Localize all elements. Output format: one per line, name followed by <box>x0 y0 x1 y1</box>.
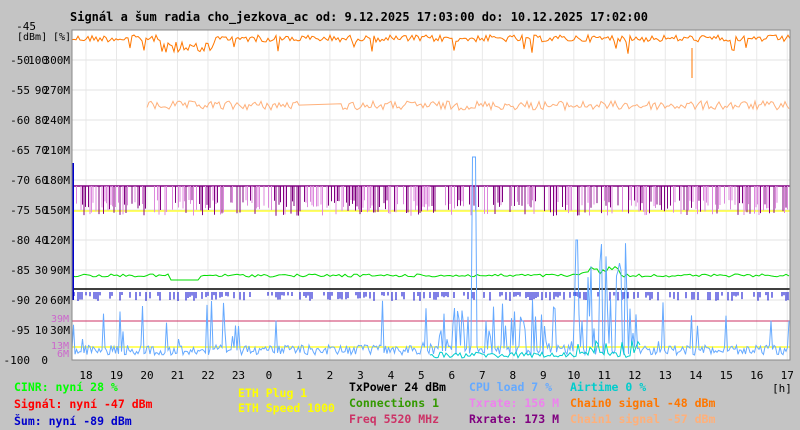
legend-sum: Šum: nyní -89 dBm <box>14 414 132 428</box>
x-axis-label: [h] <box>772 382 792 395</box>
x-tick-label: 8 <box>510 369 517 382</box>
rate-marker-label: 6M <box>57 349 69 360</box>
legend-cpu: CPU load 7 % <box>469 380 553 394</box>
x-tick-label: 10 <box>567 369 580 382</box>
y-percent-label: [%] <box>53 32 71 43</box>
legend-eth-speed: ETH Speed 1000 <box>238 401 335 415</box>
y-rate-tick: 90M <box>50 264 70 277</box>
legend-txpower: TxPower 24 dBm <box>349 380 446 394</box>
y-percent-tick: 20 <box>35 294 48 307</box>
y-rate-tick: 150M <box>44 204 71 217</box>
rate-marker-label: 13M <box>51 341 69 352</box>
y-dbm-tick: -100 <box>4 354 31 367</box>
legend-txrate: Txrate: 156 M <box>469 396 560 410</box>
x-tick-label: 22 <box>201 369 214 382</box>
legend-airtime: Airtime 0 % <box>570 380 647 394</box>
x-tick-label: 3 <box>357 369 364 382</box>
x-tick-label: 12 <box>628 369 641 382</box>
x-tick-label: 13 <box>659 369 672 382</box>
x-tick-label: 9 <box>540 369 547 382</box>
y-percent-tick: 30 <box>35 264 48 277</box>
y-dbm-tick: -55 <box>10 84 30 97</box>
x-tick-label: 4 <box>388 369 395 382</box>
y-percent-tick: 40 <box>35 234 48 247</box>
y-percent-tick: 0 <box>41 354 48 367</box>
y-dbm-tick: -45 <box>16 20 36 33</box>
y-dbm-tick: -65 <box>10 144 30 157</box>
y-percent-tick: 50 <box>35 204 48 217</box>
cpu-load-line <box>71 156 790 357</box>
y-dbm-tick: -80 <box>10 234 30 247</box>
x-tick-label: 5 <box>418 369 425 382</box>
plot-border <box>71 29 791 361</box>
y-rate-tick: 270M <box>44 84 71 97</box>
legend-cinr: CINR: nyní 28 % <box>14 380 118 394</box>
legend-chain0: Chain0 signal -48 dBm <box>570 396 716 410</box>
chain0-signal-line <box>71 33 791 54</box>
y-percent-tick: 80 <box>35 114 48 127</box>
y-dbm-tick: -75 <box>10 204 30 217</box>
y-rate-tick: 120M <box>44 234 71 247</box>
y-dbm-label: [dBm] <box>17 32 47 43</box>
y-rate-tick: 60M <box>50 294 70 307</box>
x-tick-label: 21 <box>171 369 184 382</box>
y-percent-tick: 60 <box>35 174 48 187</box>
x-tick-label: 20 <box>140 369 153 382</box>
y-percent-tick: 100 <box>28 54 48 67</box>
x-tick-label: 7 <box>479 369 486 382</box>
x-tick-label: 23 <box>232 369 245 382</box>
x-tick-label: 2 <box>327 369 334 382</box>
chain1-signal-line <box>146 99 790 112</box>
y-dbm-tick: -60 <box>10 114 30 127</box>
x-tick-label: 0 <box>266 369 273 382</box>
x-tick-label: 15 <box>720 369 733 382</box>
y-rate-tick: 210M <box>44 144 71 157</box>
x-tick-label: 14 <box>689 369 703 382</box>
x-tick-label: 11 <box>598 369 611 382</box>
x-tick-label: 17 <box>781 369 794 382</box>
legend-rxrate: Rxrate: 173 M <box>469 412 560 426</box>
y-rate-tick: 30M <box>50 324 70 337</box>
x-tick-label: 1 <box>296 369 303 382</box>
y-rate-tick: 300M <box>44 54 71 67</box>
rate-marker-label: 39M <box>51 314 69 325</box>
legend-chain1: Chain1 signal -57 dBm <box>570 412 716 426</box>
airtime-line <box>429 339 641 359</box>
y-dbm-tick: -50 <box>10 54 30 67</box>
x-tick-label: 18 <box>79 369 92 382</box>
y-dbm-tick: -85 <box>10 264 30 277</box>
legend-connections: Connections 1 <box>349 396 440 410</box>
legend-freq: Freq 5520 MHz <box>349 412 440 426</box>
y-percent-tick: 90 <box>35 84 48 97</box>
legend-eth-plug: ETH Plug 1 <box>238 386 308 400</box>
y-percent-tick: 10 <box>35 324 48 337</box>
y-percent-tick: 70 <box>35 144 48 157</box>
y-rate-tick: 180M <box>44 174 71 187</box>
y-dbm-tick: -70 <box>10 174 30 187</box>
cinr-line <box>71 266 790 281</box>
y-dbm-tick: -90 <box>10 294 30 307</box>
y-dbm-tick: -95 <box>10 324 30 337</box>
x-tick-label: 6 <box>449 369 456 382</box>
chart-title: Signál a šum radia cho_jezkova_ac od: 9.… <box>70 10 648 24</box>
x-tick-label: 19 <box>110 369 123 382</box>
y-rate-tick: 240M <box>44 114 71 127</box>
legend-signal: Signál: nyní -47 dBm <box>14 397 153 411</box>
x-tick-label: 16 <box>750 369 763 382</box>
